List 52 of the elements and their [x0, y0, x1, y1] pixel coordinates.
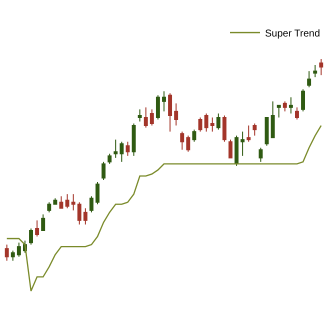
candlestick — [228, 139, 232, 158]
candlestick — [222, 114, 226, 142]
candlestick — [168, 92, 172, 132]
candlestick — [198, 116, 202, 132]
candlestick — [89, 196, 94, 213]
candlestick — [29, 228, 33, 246]
candlestick — [47, 202, 52, 213]
candlestick — [270, 100, 275, 138]
candlestick — [240, 131, 245, 156]
candlestick — [65, 194, 70, 209]
candlestick — [192, 129, 196, 142]
candlestick — [313, 64, 318, 78]
candlestick — [102, 161, 106, 181]
candlestick — [216, 112, 220, 130]
candlestick — [35, 220, 40, 238]
candlestick — [126, 141, 130, 156]
candlestick — [282, 100, 287, 112]
candlestick — [180, 131, 184, 150]
candlestick — [16, 242, 21, 258]
candlestick — [174, 102, 178, 126]
candlestick — [59, 196, 64, 209]
candlestick — [138, 108, 142, 122]
candlestick — [108, 153, 112, 164]
candlestick — [83, 208, 88, 225]
legend-label: Super Trend — [265, 28, 320, 40]
candlestick — [319, 58, 324, 76]
candlestick — [210, 116, 214, 132]
candlestick — [150, 108, 154, 126]
candlestick — [53, 198, 58, 205]
candlestick — [156, 94, 160, 120]
candlestick — [77, 202, 82, 225]
candlestick — [132, 123, 136, 156]
candlestick — [204, 112, 208, 132]
candlestick — [71, 194, 76, 211]
candlestick — [252, 123, 257, 136]
candlestick — [295, 106, 299, 120]
candlestick — [120, 141, 124, 162]
candlestick — [96, 182, 100, 205]
candlestick — [162, 90, 166, 112]
candlestick — [258, 147, 263, 162]
candlestick — [41, 214, 46, 231]
candlestick — [307, 70, 312, 88]
candlestick — [301, 88, 306, 112]
candlestick — [246, 125, 251, 142]
candlestick — [186, 135, 190, 152]
candlestick — [276, 104, 281, 118]
candlestick — [4, 244, 9, 262]
candlestick — [144, 106, 148, 128]
candlestick — [10, 250, 15, 262]
candlestick — [288, 96, 293, 114]
candlestick — [234, 135, 239, 166]
candlestick — [114, 139, 118, 158]
